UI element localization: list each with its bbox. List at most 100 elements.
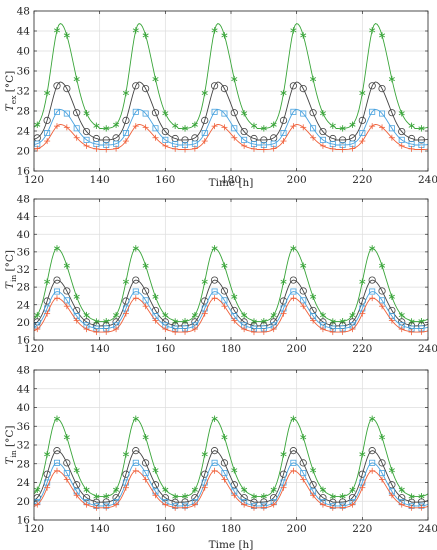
data-point-square	[63, 110, 70, 117]
data-point-plus	[211, 123, 218, 130]
data-point-circle	[132, 82, 140, 90]
x-tick-label: 240	[418, 523, 437, 535]
data-point-plus	[418, 504, 425, 511]
data-point-asterisk	[53, 415, 61, 422]
data-point-square	[132, 288, 139, 295]
data-point-circle	[289, 447, 297, 455]
data-point-plus	[359, 310, 366, 317]
x-tick-label: 180	[221, 343, 241, 355]
data-point-plus	[221, 303, 228, 310]
y-tick-label: 36	[17, 246, 31, 258]
data-point-square	[369, 288, 376, 295]
data-point-plus	[408, 504, 415, 511]
data-point-asterisk	[310, 293, 317, 300]
data-point-plus	[379, 476, 386, 483]
data-point-circle	[398, 494, 406, 502]
data-point-circle	[358, 116, 366, 125]
data-point-circle	[388, 109, 396, 117]
data-point-plus	[359, 138, 366, 145]
y-tick-label: 40	[17, 229, 30, 241]
data-point-plus	[398, 326, 405, 333]
data-point-asterisk	[270, 311, 277, 319]
data-point-square	[300, 470, 307, 477]
x-tick-label: 160	[155, 174, 175, 186]
data-point-plus	[310, 134, 317, 141]
data-point-plus	[113, 326, 120, 333]
data-point-circle	[299, 287, 307, 295]
data-point-circle	[417, 136, 426, 144]
data-point-plus	[44, 138, 51, 145]
data-point-circle	[260, 322, 268, 330]
data-point-plus	[103, 328, 110, 335]
data-point-circle	[299, 459, 307, 467]
data-point-plus	[93, 329, 100, 336]
data-point-circle	[279, 116, 288, 125]
y-tick-label: 44	[17, 383, 31, 395]
data-point-plus	[339, 328, 346, 335]
data-point-asterisk	[172, 318, 179, 325]
data-point-plus	[418, 146, 425, 153]
data-point-asterisk	[73, 467, 80, 474]
data-point-square	[319, 136, 326, 143]
data-point-plus	[388, 317, 395, 324]
data-point-plus	[241, 142, 248, 149]
y-tick-label: 28	[17, 282, 30, 294]
data-point-plus	[182, 328, 189, 335]
data-point-plus	[319, 501, 326, 508]
data-point-square	[379, 110, 386, 117]
data-point-asterisk	[270, 486, 277, 493]
y-tick-label: 16	[17, 515, 31, 527]
data-point-asterisk	[162, 110, 169, 117]
data-point-plus	[201, 484, 208, 491]
data-point-asterisk	[122, 278, 129, 285]
data-point-asterisk	[103, 317, 110, 325]
data-point-asterisk	[132, 415, 139, 422]
data-point-plus	[172, 504, 179, 511]
data-point-asterisk	[241, 311, 248, 319]
data-point-asterisk	[142, 32, 149, 39]
data-point-asterisk	[44, 89, 51, 97]
y-axis-title: Tex [°C]	[4, 71, 18, 112]
data-point-asterisk	[369, 245, 376, 252]
data-point-plus	[241, 501, 248, 508]
data-point-plus	[379, 124, 386, 131]
x-tick-label: 200	[287, 343, 307, 355]
data-point-plus	[388, 134, 395, 141]
data-point-circle	[378, 84, 386, 93]
y-tick-label: 16	[17, 335, 31, 347]
data-point-plus	[329, 329, 336, 336]
data-point-plus	[201, 310, 208, 317]
data-point-asterisk	[201, 278, 208, 285]
data-point-circle	[142, 84, 150, 93]
data-point-plus	[132, 123, 139, 130]
data-point-plus	[418, 328, 425, 335]
x-tick-label: 120	[24, 343, 44, 355]
data-point-asterisk	[191, 486, 198, 493]
data-point-asterisk	[418, 317, 425, 325]
data-point-asterisk	[34, 311, 41, 319]
y-axis-title: Tin [°C]	[4, 250, 18, 289]
data-point-circle	[319, 127, 327, 136]
data-point-plus	[359, 484, 366, 491]
x-tick-label: 240	[418, 174, 437, 186]
data-point-square	[83, 136, 90, 143]
data-point-asterisk	[300, 262, 307, 269]
data-point-circle	[220, 287, 229, 295]
data-point-plus	[300, 303, 307, 310]
y-tick-label: 44	[17, 211, 31, 223]
data-point-plus	[172, 329, 179, 336]
data-point-plus	[349, 326, 356, 333]
data-point-asterisk	[379, 434, 386, 441]
data-point-circle	[63, 84, 71, 93]
data-point-plus	[270, 326, 277, 333]
data-point-asterisk	[418, 125, 425, 132]
data-point-asterisk	[201, 451, 208, 458]
data-point-plus	[388, 492, 395, 499]
y-tick-label: 24	[17, 477, 31, 489]
y-tick-label: 24	[17, 126, 31, 138]
data-point-circle	[132, 447, 140, 455]
data-point-asterisk	[53, 27, 61, 34]
data-point-square	[53, 288, 60, 295]
data-point-asterisk	[103, 125, 110, 132]
data-point-asterisk	[63, 262, 70, 269]
